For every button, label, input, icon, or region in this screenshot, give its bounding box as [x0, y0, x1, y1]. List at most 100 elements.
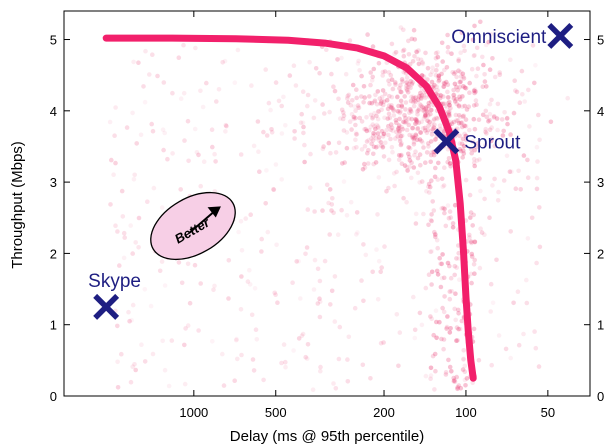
scatter-dot: [352, 305, 358, 311]
scatter-dot: [136, 60, 141, 65]
scatter-dot: [150, 52, 155, 57]
scatter-dot: [423, 128, 428, 133]
scatter-dot: [271, 187, 277, 192]
scatter-dot: [269, 130, 275, 135]
scatter-dot: [436, 73, 442, 78]
scatter-dot: [185, 323, 191, 328]
scatter-dot: [472, 239, 478, 245]
scatter-dot: [470, 139, 476, 144]
scatter-dot: [428, 107, 434, 113]
scatter-dot: [341, 179, 347, 184]
scatter-dot: [406, 52, 412, 57]
scatter-dot: [414, 117, 419, 122]
scatter-dot: [333, 150, 339, 155]
scatter-dot: [398, 82, 403, 88]
scatter-dot: [159, 205, 165, 210]
scatter-dot: [469, 240, 474, 246]
scatter-dot: [441, 129, 447, 135]
scatter-dot: [442, 210, 447, 216]
scatter-dot: [381, 154, 387, 159]
scatter-dot: [470, 37, 476, 43]
scatter-dot: [429, 269, 435, 275]
scatter-dot: [239, 274, 244, 279]
scatter-dot: [463, 177, 469, 183]
scatter-dot: [403, 115, 408, 121]
scatter-dot: [403, 100, 409, 105]
scatter-dot: [450, 225, 456, 230]
scatter-dot: [534, 144, 540, 150]
scatter-dot: [440, 184, 446, 189]
scatter-dot: [432, 174, 438, 180]
scatter-dot: [415, 97, 421, 103]
scatter-dot: [461, 76, 467, 81]
scatter-dot: [521, 331, 526, 337]
scatter-dot: [421, 145, 426, 150]
scatter-dot: [438, 261, 443, 267]
scatter-dot: [430, 65, 435, 70]
scatter-dot: [238, 219, 244, 224]
scatter-dot: [431, 152, 437, 158]
scatter-dot: [150, 128, 156, 134]
scatter-dot: [462, 103, 468, 109]
scatter-dot: [492, 74, 498, 80]
scatter-dot: [426, 113, 431, 118]
scatter-dot: [393, 80, 398, 85]
scatter-dot: [291, 63, 297, 68]
scatter-dot: [429, 107, 434, 113]
scatter-dot: [326, 200, 331, 206]
scatter-dot: [433, 165, 438, 171]
scatter-dot: [421, 74, 427, 79]
scatter-dot: [119, 351, 124, 357]
scatter-dot: [398, 142, 404, 148]
scatter-dot: [216, 87, 222, 92]
scatter-dot: [378, 340, 384, 346]
scatter-dot: [456, 243, 461, 248]
scatter-dot: [499, 117, 505, 122]
y-tick-label: 5: [50, 33, 57, 48]
scatter-dot: [121, 230, 127, 236]
scatter-dot: [394, 129, 399, 135]
scatter-dot: [353, 115, 358, 121]
scatter-dot: [393, 136, 398, 141]
scatter-dot: [456, 120, 462, 126]
scatter-dot: [397, 86, 402, 91]
scatter-dot: [423, 160, 428, 165]
scatter-dot: [396, 157, 402, 163]
scatter-dot: [429, 132, 435, 137]
scatter-dot: [447, 364, 453, 370]
plot-frame: [63, 10, 591, 397]
scatter-dot: [276, 98, 282, 104]
scatter-dot: [534, 260, 539, 266]
scatter-dot: [279, 177, 285, 182]
scatter-dot: [534, 186, 540, 192]
scatter-dot: [204, 80, 209, 86]
scatter-dot: [429, 249, 435, 254]
scatter-dot: [437, 95, 443, 101]
scatter-dot: [456, 103, 462, 108]
scatter-dot: [399, 124, 405, 130]
scatter-dot: [437, 92, 443, 98]
scatter-dot: [395, 94, 400, 100]
scatter-dot: [421, 106, 427, 111]
scatter-dot: [445, 89, 450, 95]
scatter-dot: [404, 120, 410, 125]
scatter-dot: [415, 126, 420, 132]
scatter-dot: [456, 326, 461, 332]
scatter-dot: [492, 176, 497, 182]
scatter-dot: [445, 314, 450, 319]
scatter-dot: [350, 82, 356, 88]
scatter-dot: [459, 318, 465, 324]
scatter-dot: [393, 50, 399, 55]
scatter-dot: [404, 164, 410, 170]
scatter-dot: [281, 342, 287, 347]
scatter-dot: [431, 125, 437, 130]
scatter-dot: [429, 218, 434, 224]
scatter-dot: [536, 364, 542, 369]
scatter-dot: [366, 137, 371, 143]
scatter-dot: [376, 60, 382, 66]
scatter-dot: [349, 127, 354, 132]
scatter-dot: [456, 250, 462, 256]
scatter-dot: [363, 126, 369, 132]
scatter-dot: [404, 75, 410, 80]
scatter-dot: [127, 318, 132, 324]
